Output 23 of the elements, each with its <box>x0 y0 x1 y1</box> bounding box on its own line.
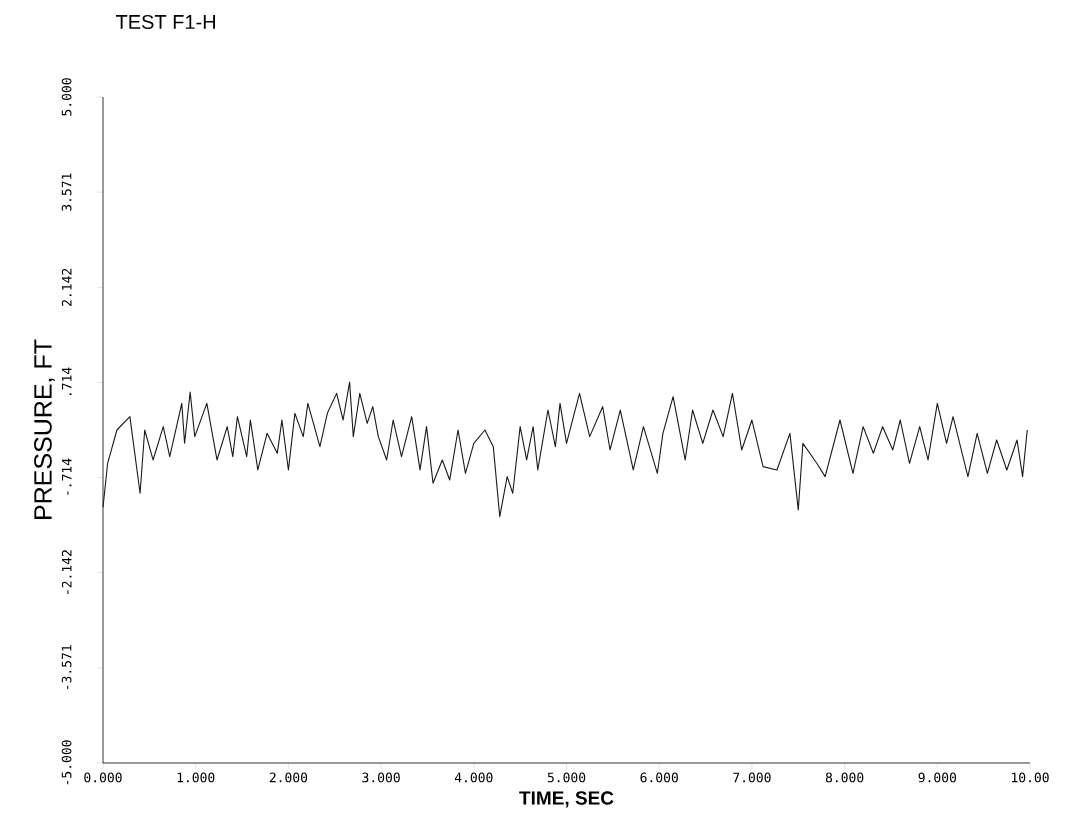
x-tick-label: 7.000 <box>733 772 771 783</box>
y-axis-title: PRESSURE, FT <box>34 339 55 519</box>
y-tick-label: -2.142 <box>61 550 72 594</box>
x-tick-label: 9.000 <box>918 772 957 783</box>
x-axis-title: TIME, SEC <box>519 791 614 808</box>
x-tick-label: 1.000 <box>177 772 215 783</box>
chart-title: TEST F1-H <box>115 14 216 30</box>
x-tick-label: 10.00 <box>1012 772 1049 783</box>
y-tick-label: .714 <box>62 367 72 395</box>
x-tick-label: 8.000 <box>825 772 864 783</box>
x-tick-label: 6.000 <box>640 772 678 783</box>
y-tick-label: -.714 <box>62 458 72 495</box>
y-tick-label: -3.571 <box>61 645 72 690</box>
x-tick-label: 4.000 <box>454 772 493 783</box>
x-tick-label: 3.000 <box>362 772 400 783</box>
line-series <box>102 381 1028 518</box>
y-tick-label: -5.000 <box>61 740 72 785</box>
y-tick-label: 5.000 <box>61 78 72 116</box>
x-tick-label: 2.000 <box>269 772 308 783</box>
x-tick-label: 5.000 <box>547 772 586 783</box>
x-tick-label: 0.000 <box>84 772 122 783</box>
y-tick-label: 3.571 <box>61 173 72 211</box>
y-tick-label: 2.142 <box>61 268 72 306</box>
